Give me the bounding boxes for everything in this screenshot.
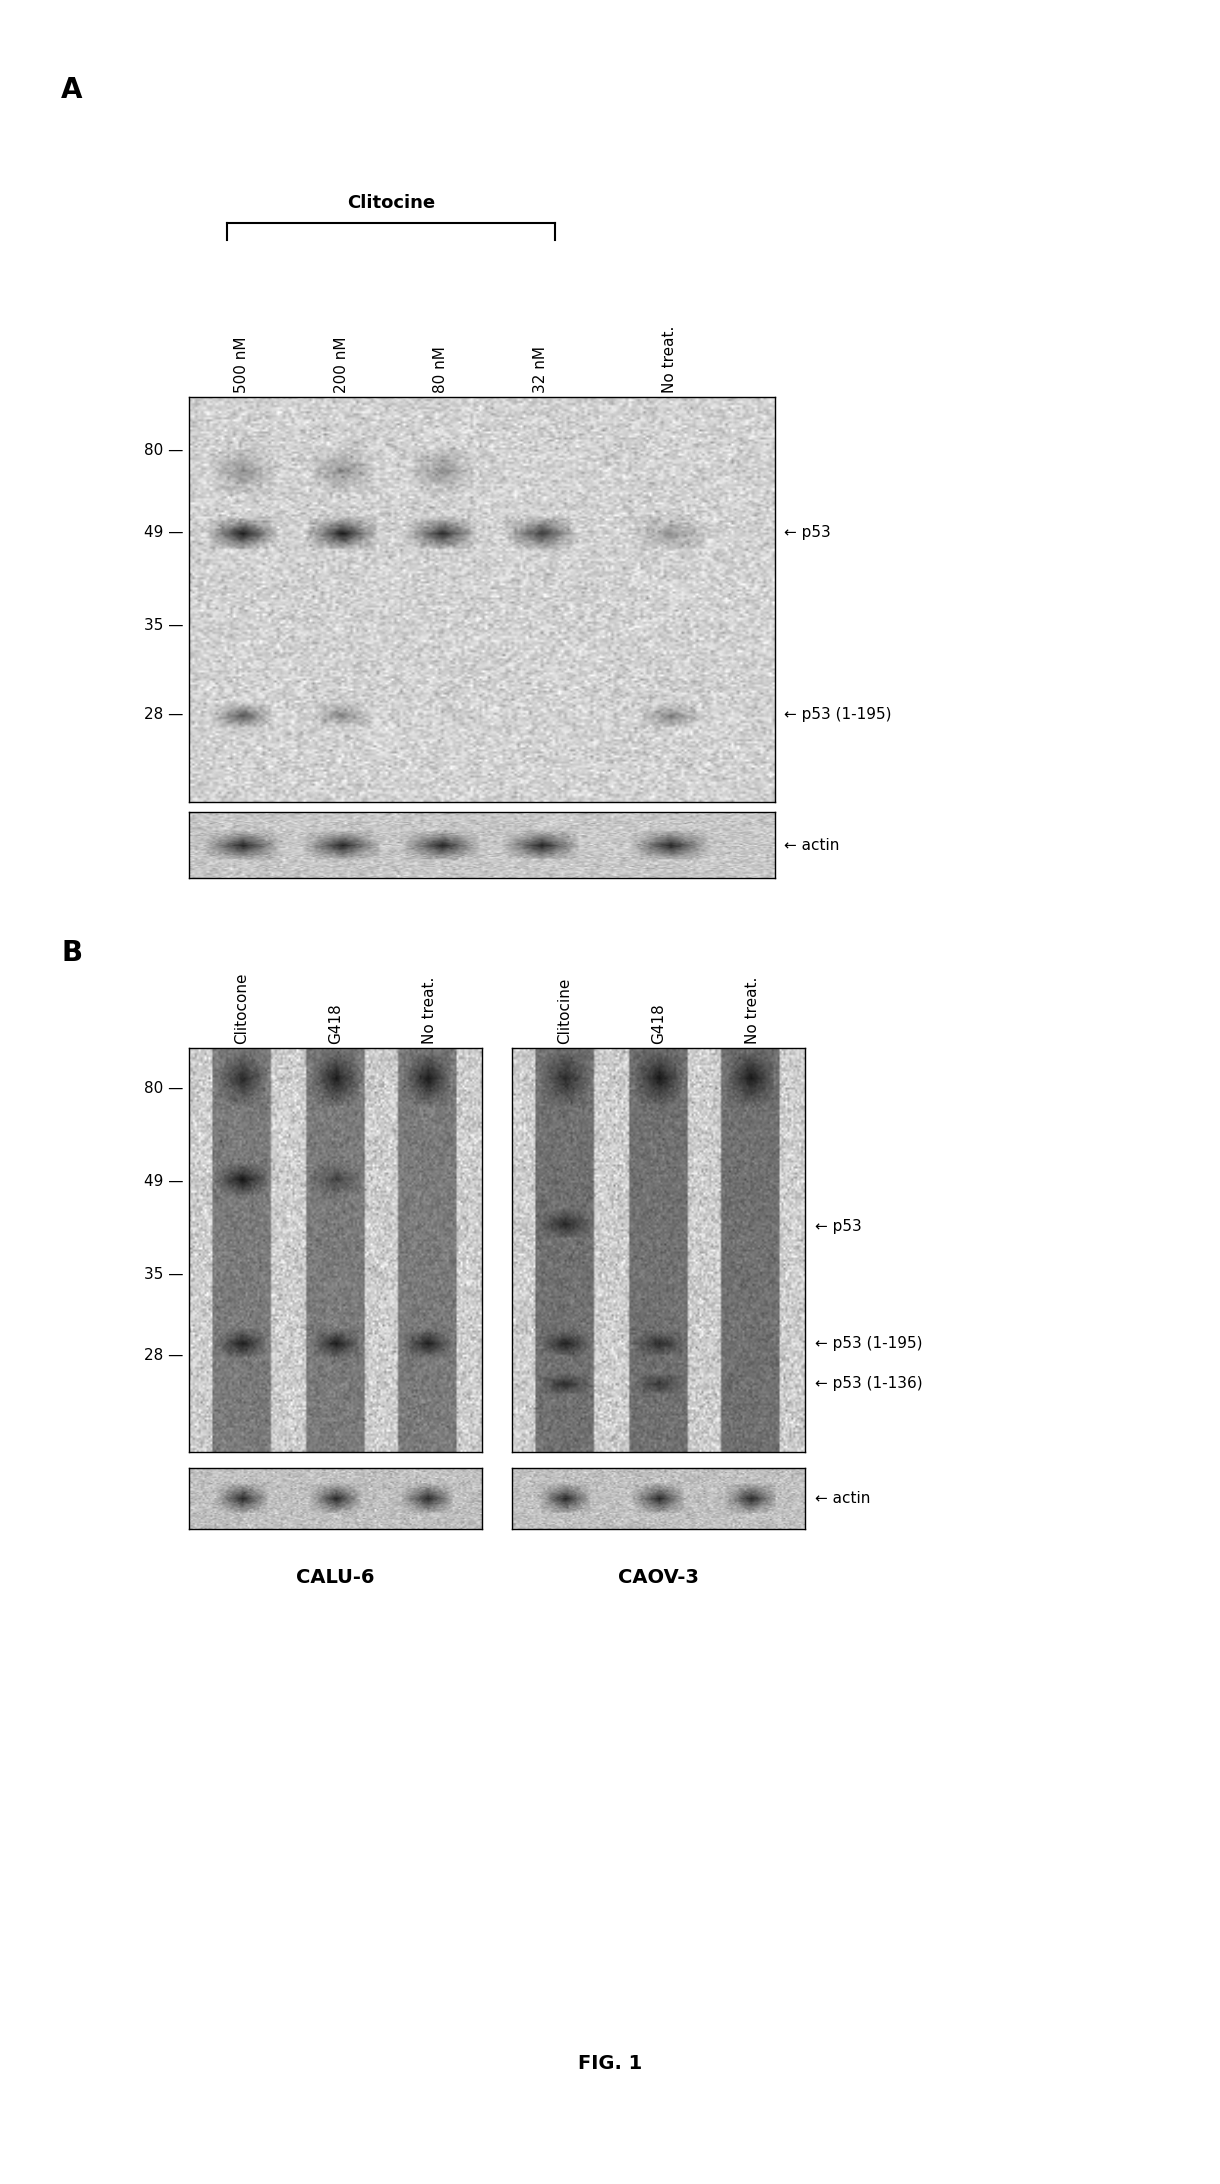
Text: ← p53 (1-195): ← p53 (1-195) [784,708,892,723]
Text: 200 nM: 200 nM [334,336,349,393]
Text: Clitocone: Clitocone [234,972,249,1044]
Text: Clitocine: Clitocine [346,194,436,212]
Text: 80 —: 80 — [144,1081,183,1096]
Text: FIG. 1: FIG. 1 [578,2055,642,2073]
Text: CAOV-3: CAOV-3 [619,1568,699,1588]
Text: No treat.: No treat. [745,976,760,1044]
Text: No treat.: No treat. [661,325,677,393]
Text: 28 —: 28 — [144,708,183,723]
Text: ← actin: ← actin [784,839,839,852]
Text: G418: G418 [651,1002,666,1044]
Text: 32 nM: 32 nM [533,345,548,393]
Text: No treat.: No treat. [422,976,437,1044]
Text: G418: G418 [328,1002,343,1044]
Text: 500 nM: 500 nM [234,336,249,393]
Text: Clitocine: Clitocine [558,978,572,1044]
Text: B: B [61,939,82,968]
Text: 28 —: 28 — [144,1348,183,1363]
Text: A: A [61,76,83,105]
Text: 35 —: 35 — [144,618,183,633]
Text: ← p53: ← p53 [784,526,831,539]
Text: 35 —: 35 — [144,1267,183,1282]
Text: ← p53 (1-136): ← p53 (1-136) [815,1376,922,1391]
Text: 49 —: 49 — [144,526,183,539]
Text: 49 —: 49 — [144,1175,183,1188]
Text: 80 —: 80 — [144,443,183,456]
Text: ← actin: ← actin [815,1492,870,1505]
Text: ← p53 (1-195): ← p53 (1-195) [815,1337,922,1350]
Text: CALU-6: CALU-6 [296,1568,375,1588]
Text: 80 nM: 80 nM [433,347,449,393]
Text: ← p53: ← p53 [815,1219,861,1234]
